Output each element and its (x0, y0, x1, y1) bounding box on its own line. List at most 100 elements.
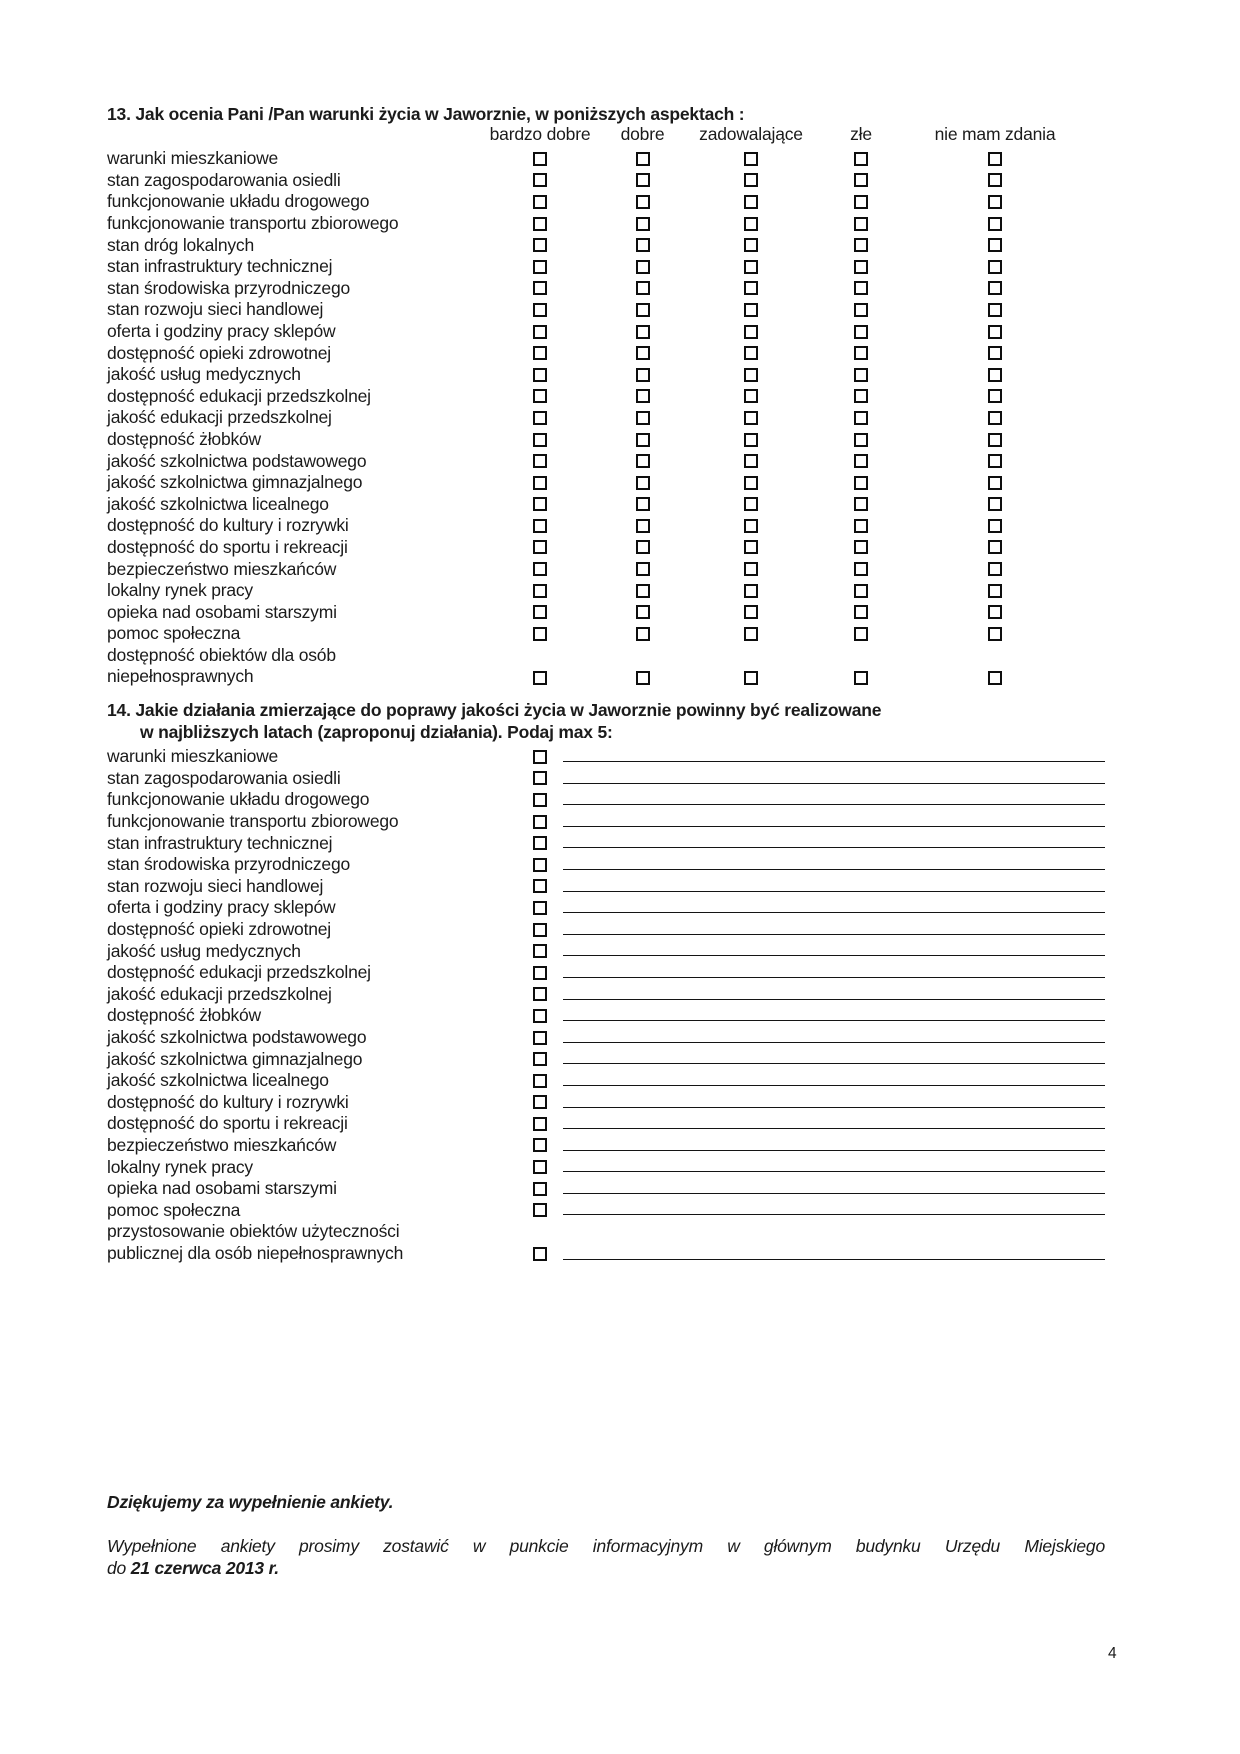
checkbox-zle[interactable] (854, 367, 868, 382)
proposal-checkbox[interactable] (533, 814, 547, 829)
checkbox-nie-mam-zdania[interactable] (988, 194, 1002, 209)
checkbox-dobre[interactable] (635, 259, 650, 274)
proposal-checkbox[interactable] (533, 1030, 547, 1045)
checkbox-zle[interactable] (854, 454, 868, 469)
checkbox-bardzo-dobre[interactable] (533, 626, 547, 641)
checkbox-nie-mam-zdania[interactable] (988, 281, 1002, 296)
checkbox-zadowalajace[interactable] (744, 670, 758, 685)
checkbox-dobre[interactable] (635, 583, 650, 598)
checkbox-zle[interactable] (854, 281, 868, 296)
checkbox-nie-mam-zdania[interactable] (988, 151, 1002, 166)
checkbox-bardzo-dobre[interactable] (533, 194, 547, 209)
checkbox-bardzo-dobre[interactable] (533, 216, 547, 231)
checkbox-zle[interactable] (854, 583, 868, 598)
proposal-write-in-line[interactable] (563, 768, 1105, 784)
checkbox-bardzo-dobre[interactable] (533, 151, 547, 166)
proposal-checkbox[interactable] (533, 987, 547, 1002)
proposal-write-in-line[interactable] (563, 1005, 1105, 1022)
checkbox-dobre[interactable] (635, 346, 650, 361)
proposal-write-in-line[interactable] (563, 811, 1105, 827)
checkbox-nie-mam-zdania[interactable] (988, 389, 1002, 404)
checkbox-nie-mam-zdania[interactable] (988, 346, 1002, 361)
checkbox-zle[interactable] (854, 324, 868, 339)
checkbox-zle[interactable] (854, 216, 868, 231)
proposal-write-in-line[interactable] (563, 876, 1105, 892)
proposal-checkbox[interactable] (533, 965, 547, 980)
checkbox-dobre[interactable] (635, 216, 650, 231)
checkbox-dobre[interactable] (635, 173, 650, 188)
checkbox-bardzo-dobre[interactable] (533, 518, 547, 533)
proposal-checkbox[interactable] (533, 944, 547, 959)
proposal-write-in-line[interactable] (563, 746, 1105, 762)
checkbox-zle[interactable] (854, 238, 868, 253)
checkbox-zle[interactable] (854, 626, 868, 641)
checkbox-zle[interactable] (854, 518, 868, 533)
checkbox-zadowalajace[interactable] (744, 367, 758, 382)
proposal-write-in-line[interactable] (563, 940, 1105, 957)
proposal-checkbox[interactable] (533, 792, 547, 807)
checkbox-zadowalajace[interactable] (744, 173, 758, 188)
checkbox-nie-mam-zdania[interactable] (988, 605, 1002, 620)
proposal-checkbox[interactable] (533, 771, 547, 786)
proposal-write-in-line[interactable] (563, 897, 1105, 914)
checkbox-zadowalajace[interactable] (744, 389, 758, 404)
proposal-write-in-line[interactable] (563, 789, 1105, 806)
checkbox-dobre[interactable] (635, 432, 650, 447)
checkbox-nie-mam-zdania[interactable] (988, 216, 1002, 231)
checkbox-dobre[interactable] (635, 562, 650, 577)
proposal-checkbox[interactable] (533, 1095, 547, 1110)
checkbox-bardzo-dobre[interactable] (533, 583, 547, 598)
checkbox-zadowalajace[interactable] (744, 259, 758, 274)
checkbox-nie-mam-zdania[interactable] (988, 302, 1002, 317)
checkbox-dobre[interactable] (635, 410, 650, 425)
checkbox-nie-mam-zdania[interactable] (988, 173, 1002, 188)
checkbox-zle[interactable] (854, 432, 868, 447)
checkbox-nie-mam-zdania[interactable] (988, 475, 1002, 490)
checkbox-bardzo-dobre[interactable] (533, 475, 547, 490)
checkbox-nie-mam-zdania[interactable] (988, 238, 1002, 253)
checkbox-zadowalajace[interactable] (744, 454, 758, 469)
checkbox-zadowalajace[interactable] (744, 432, 758, 447)
checkbox-nie-mam-zdania[interactable] (988, 324, 1002, 339)
checkbox-dobre[interactable] (635, 540, 650, 555)
checkbox-dobre[interactable] (635, 238, 650, 253)
checkbox-dobre[interactable] (635, 454, 650, 469)
checkbox-zle[interactable] (854, 475, 868, 490)
checkbox-nie-mam-zdania[interactable] (988, 432, 1002, 447)
proposal-write-in-line[interactable] (563, 1259, 1105, 1261)
proposal-write-in-line[interactable] (563, 1199, 1105, 1216)
checkbox-zle[interactable] (854, 605, 868, 620)
proposal-checkbox[interactable] (533, 857, 547, 872)
checkbox-dobre[interactable] (635, 518, 650, 533)
checkbox-nie-mam-zdania[interactable] (988, 670, 1002, 685)
proposal-checkbox[interactable] (533, 1116, 547, 1131)
checkbox-nie-mam-zdania[interactable] (988, 454, 1002, 469)
checkbox-zadowalajace[interactable] (744, 540, 758, 555)
checkbox-zle[interactable] (854, 302, 868, 317)
checkbox-zadowalajace[interactable] (744, 518, 758, 533)
checkbox-zadowalajace[interactable] (744, 151, 758, 166)
checkbox-dobre[interactable] (635, 194, 650, 209)
checkbox-dobre[interactable] (635, 367, 650, 382)
proposal-write-in-line[interactable] (563, 854, 1105, 870)
proposal-write-in-line[interactable] (563, 1135, 1105, 1151)
proposal-checkbox[interactable] (533, 879, 547, 894)
checkbox-dobre[interactable] (635, 389, 650, 404)
checkbox-dobre[interactable] (635, 626, 650, 641)
checkbox-nie-mam-zdania[interactable] (988, 583, 1002, 598)
checkbox-dobre[interactable] (635, 281, 650, 296)
checkbox-bardzo-dobre[interactable] (533, 454, 547, 469)
checkbox-dobre[interactable] (635, 670, 650, 685)
proposal-write-in-line[interactable] (563, 832, 1105, 849)
checkbox-zle[interactable] (854, 410, 868, 425)
checkbox-zadowalajace[interactable] (744, 626, 758, 641)
checkbox-nie-mam-zdania[interactable] (988, 497, 1002, 512)
checkbox-zadowalajace[interactable] (744, 562, 758, 577)
checkbox-nie-mam-zdania[interactable] (988, 518, 1002, 533)
checkbox-bardzo-dobre[interactable] (533, 302, 547, 317)
proposal-checkbox[interactable] (533, 1247, 547, 1262)
checkbox-zadowalajace[interactable] (744, 605, 758, 620)
proposal-checkbox[interactable] (533, 1008, 547, 1023)
checkbox-zadowalajace[interactable] (744, 410, 758, 425)
checkbox-nie-mam-zdania[interactable] (988, 410, 1002, 425)
